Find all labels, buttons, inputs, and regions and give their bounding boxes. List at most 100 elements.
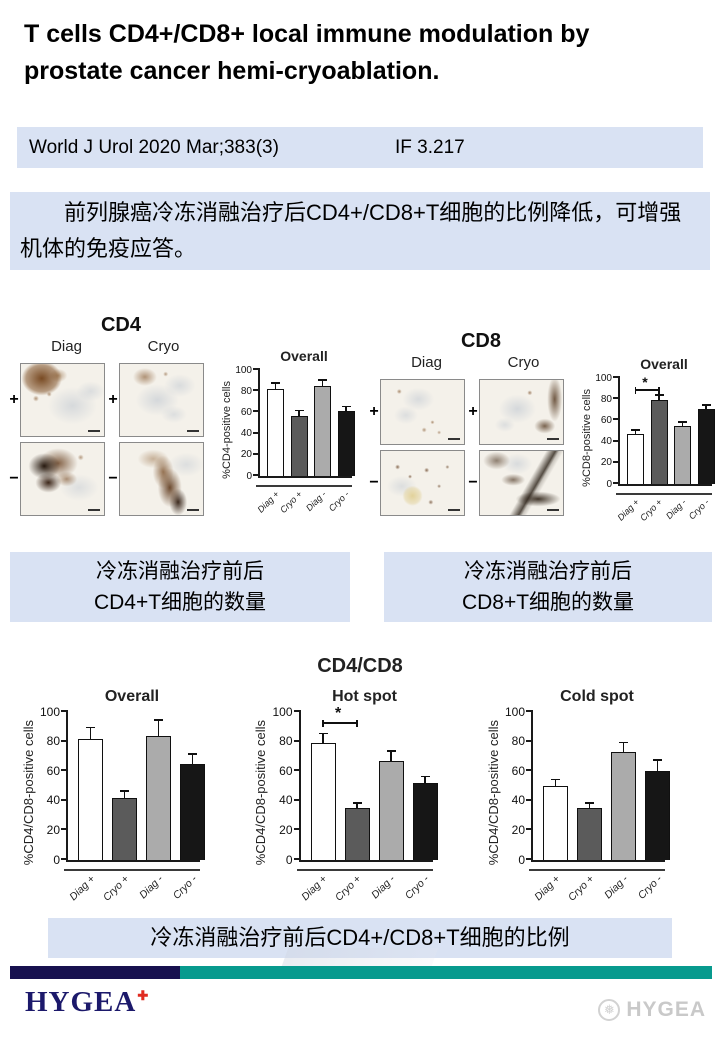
cd4-panel-title: CD4 [100,314,141,336]
bar-Cryo+ [577,808,602,860]
bar-Cryo- [337,411,355,476]
error-bar-cap [386,750,396,752]
error-bar-cap [120,790,129,792]
y-tick-label: 40 [240,428,252,440]
cd8-diag-minus-micrograph [380,450,465,516]
y-tick-label: 20 [46,823,60,837]
y-tick-label: 100 [39,704,60,719]
x-axis-line [256,485,352,487]
y-tick-mark [293,798,301,801]
chart-title: Overall [640,356,688,372]
y-tick-mark [61,739,68,742]
bar-Cryo- [697,408,715,484]
x-axis-line [296,869,433,871]
y-tick-mark [293,858,301,860]
error-bar [390,751,392,761]
chart-plot-area: 0 20 40 60 80 100 [40,705,205,867]
y-tick-mark [293,828,301,831]
y-tick-label: 40 [46,793,60,808]
cd4-column-label-cryo: Cryo [147,338,180,355]
y-tick-mark [526,769,533,772]
bar-Diag+ [78,738,103,860]
error-bar [356,803,358,809]
chart-title: Overall [280,348,328,364]
significance-star: * [642,373,648,390]
bar-Cryo+ [290,415,308,476]
footer-teal-bar [180,966,712,979]
cd4-cryo-plus-micrograph [119,363,204,437]
cd8-column-label-diag: Diag [411,354,442,371]
y-tick-mark [613,439,620,442]
ratio-charts-row: Overall %CD4/CD8-positive cells 0 20 40 60 80 1… [20,688,700,919]
error-bar-cap [294,409,304,412]
watermark-text: HYGEA [626,998,706,1021]
x-axis-labels: Diag + Cryo + Diag - Cryo - [66,871,199,919]
y-axis-label: %CD4/CD8-positive cells [20,720,36,866]
chart-body: %CD4-positive cells 0 20 40 60 80 100 Diag + Cry… [220,365,360,529]
y-tick-label: 0 [606,478,612,490]
y-tick-mark [526,710,533,712]
bar-Diag- [674,425,691,484]
error-bar-cap [585,802,594,804]
chart-title: Overall [104,688,160,705]
chart-plot-column: 0 20 40 60 80 100 * Diag + Cryo + Diag - Cryo - [272,705,438,919]
error-bar-cap [653,759,662,761]
chart-body: %CD4/CD8-positive cells 0 20 40 60 80 100 * Diag… [253,705,468,919]
chart-title: Hot spot [332,688,397,705]
error-bar [191,754,194,764]
error-bar [705,405,707,409]
error-bar [554,780,557,786]
error-bar-cap [318,732,328,735]
y-tick-label: 20 [600,457,612,469]
y-tick-label: 0 [53,852,60,867]
bar-Cryo- [180,763,205,860]
cd4-row-plus-sign: + [108,391,118,408]
y-tick-label: 20 [279,823,293,837]
y-tick-mark [253,474,260,476]
significance-bracket-end [634,386,637,394]
significance-bracket-end [658,386,660,394]
cd4-row-plus-sign: + [9,391,19,408]
cd8-micrograph-block: CD8 Diag Cryo + + − − [368,330,580,542]
cd4-cryo-minus-micrograph [119,442,204,516]
y-tick-mark [526,739,533,742]
x-axis-labels: Diag + Cryo + Diag - Cryo - [299,871,431,919]
impact-factor: IF 3.217 [395,136,465,158]
error-bar [622,743,625,752]
y-tick-mark [293,739,301,742]
ratio-figure-title: CD4/CD8 [317,655,403,677]
bar-Diag+ [627,434,644,484]
chart-plot-column: 0 20 40 60 80 100 Diag + Cryo + Diag - Cryo - [235,365,355,529]
ratio-coldspot-chart: Cold spot %CD4/CD8-positive cells 0 20 40 60 8… [485,688,700,919]
y-tick-mark [293,769,301,772]
y-tick-label: 60 [279,763,293,778]
error-bar [123,791,126,798]
ratio-hotspot-chart: Hot spot %CD4/CD8-positive cells 0 20 40 60 80… [253,688,468,919]
cd4-row-minus-sign: − [108,470,118,487]
y-tick-label: 60 [511,763,525,778]
y-tick-label: 100 [272,704,293,719]
y-tick-mark [61,828,68,831]
error-bar [634,431,637,435]
cd4-row-plus: + + [8,363,220,437]
y-tick-mark [293,710,301,712]
x-axis-labels: Diag + Cryo + Diag - Cryo - [255,487,351,529]
page-title: T cells CD4+/CD8+ local immune modulatio… [24,16,706,90]
y-tick-label: 100 [504,704,525,719]
cd8-row-minus-sign: − [468,474,478,491]
x-axis-line [616,493,712,495]
cd4-column-labels: Diag Cryo [22,338,220,358]
cd8-row-minus-sign: − [369,474,379,491]
chart-plot-area: 0 20 40 60 80 100 [505,705,670,867]
x-axis-line [529,869,665,871]
cd4-row-minus-sign: − [9,470,19,487]
journal-bar: World J Urol 2020 Mar;383(3) IF 3.217 [17,127,703,168]
error-bar [322,734,324,744]
chart-plot-column: 0 20 40 60 80 100 Diag + Cryo + Diag - Cryo - [40,705,205,919]
significance-bracket-end [356,719,358,727]
cd4-diag-plus-micrograph [20,363,105,437]
significance-star: * [335,704,342,722]
chart-body: %CD4/CD8-positive cells 0 20 40 60 80 100 Diag … [20,705,235,919]
y-tick-label: 20 [240,449,252,461]
chart-plot-column: 0 20 40 60 80 100 * Diag + Cryo + Diag - Cryo - [595,373,715,537]
